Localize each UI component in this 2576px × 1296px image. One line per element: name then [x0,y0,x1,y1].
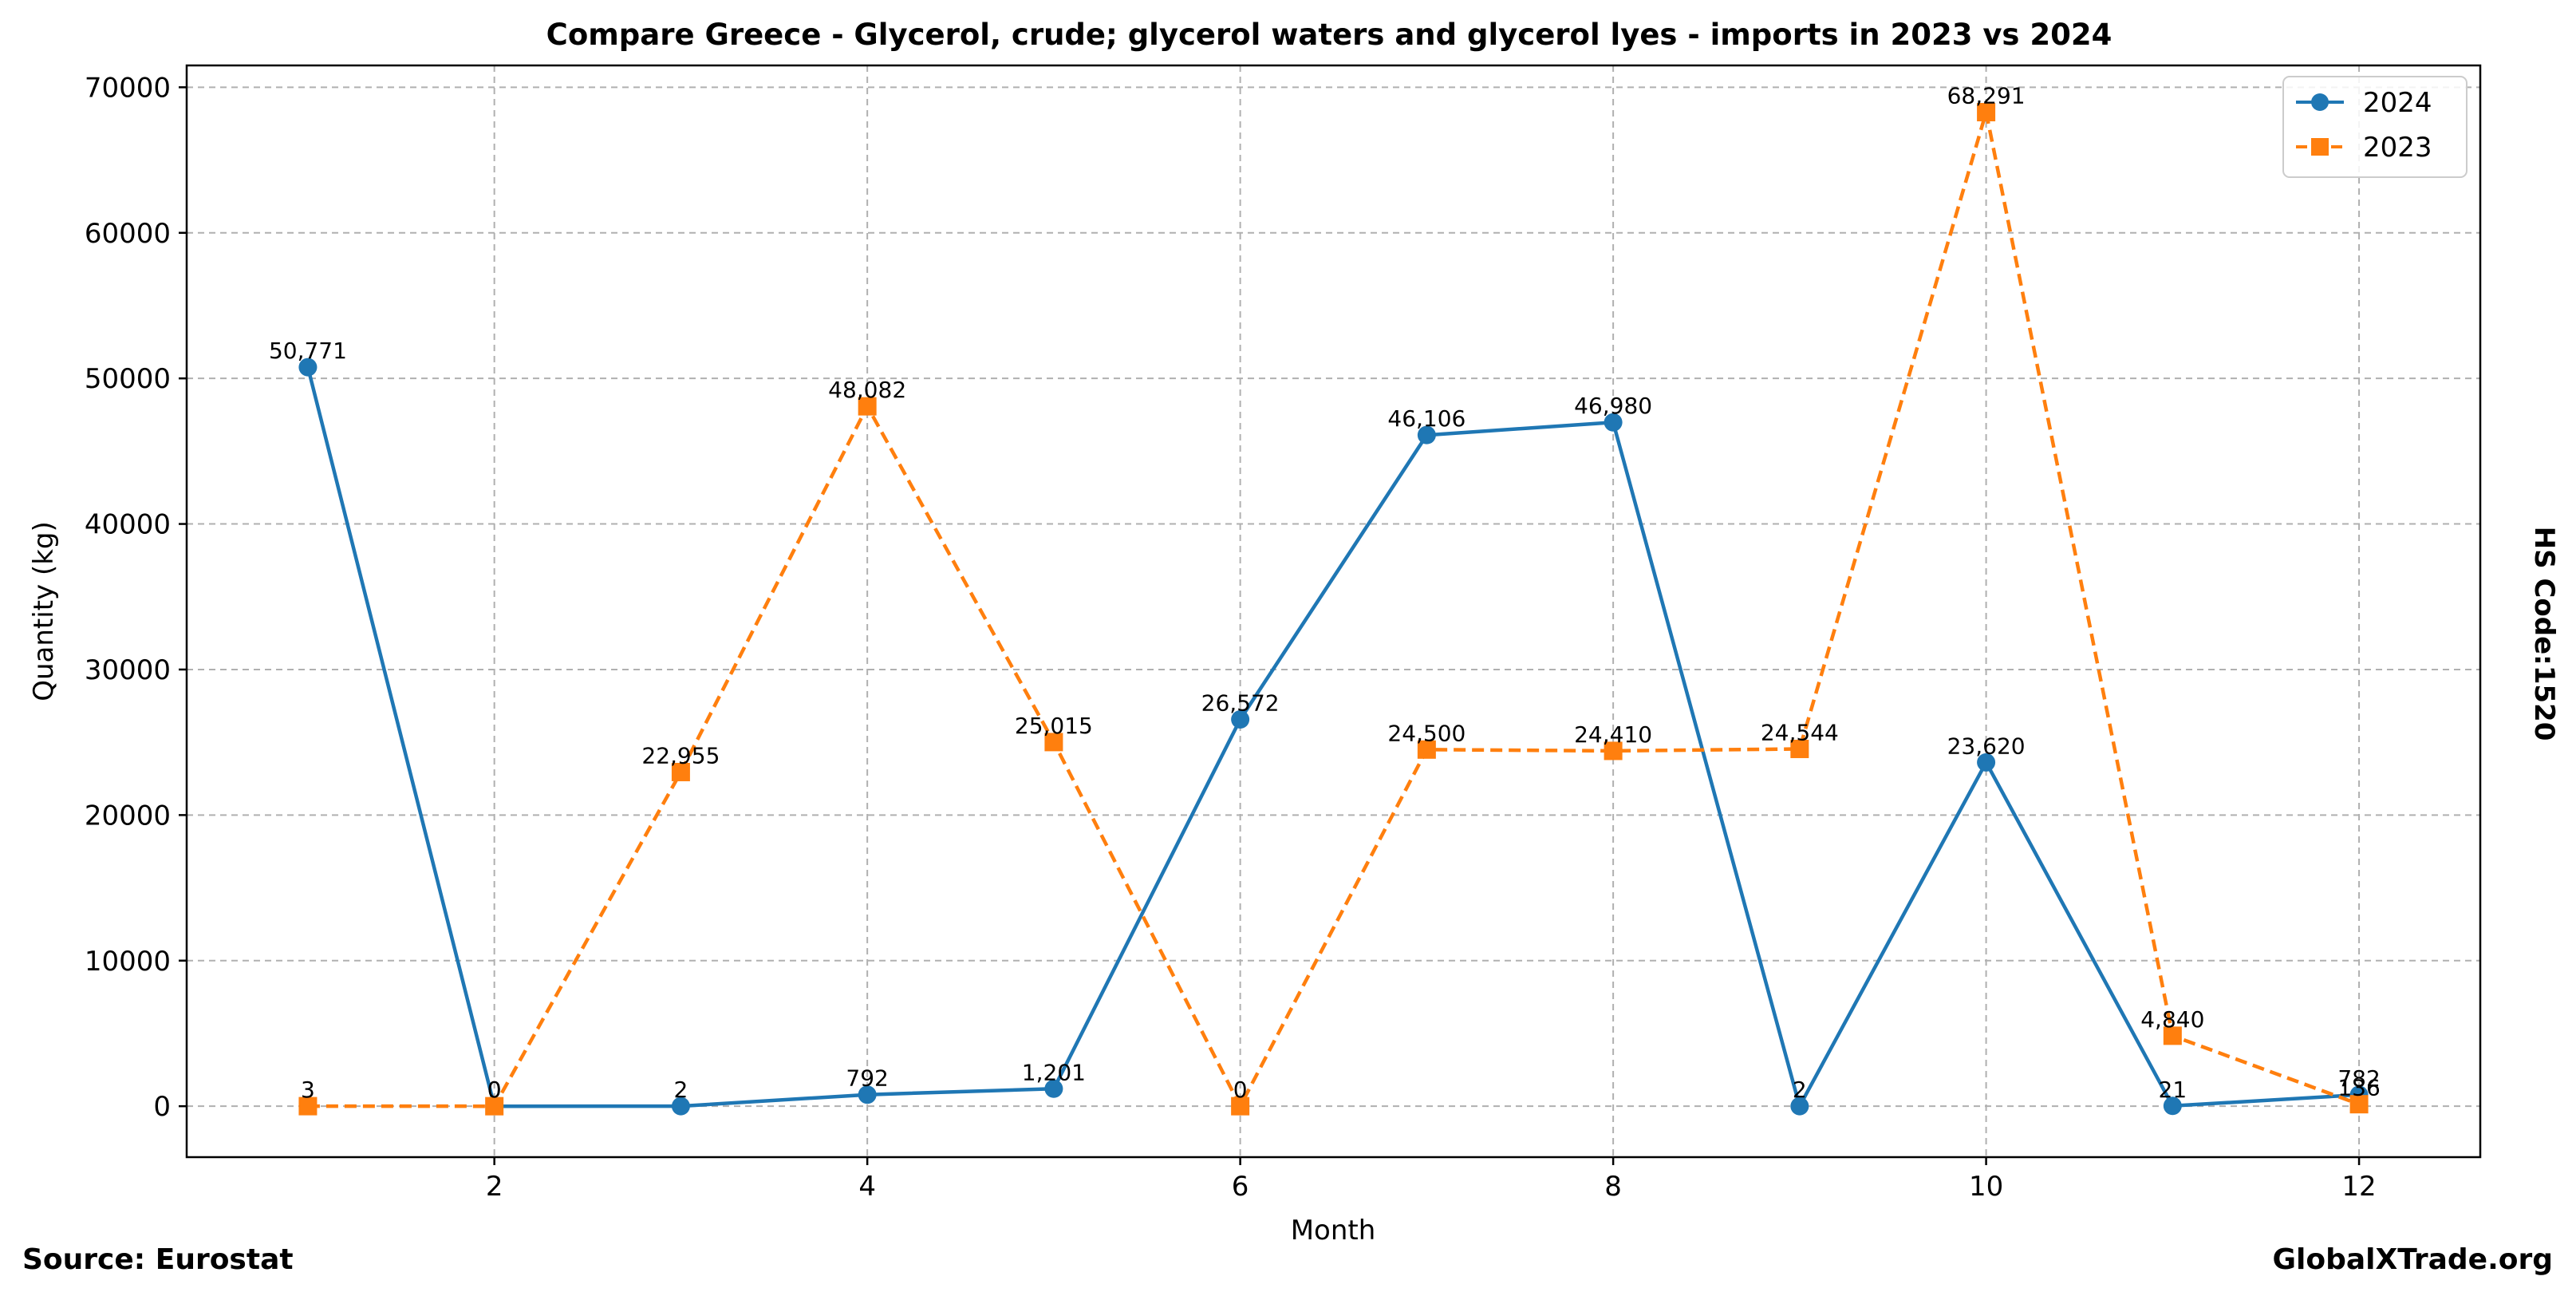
y-tick-label: 30000 [85,654,171,686]
legend-marker-2024 [2311,93,2329,111]
data-label-2024-m7: 46,106 [1387,405,1466,432]
point-2024-m10 [1977,753,1996,772]
data-label-2023-m10: 68,291 [1947,83,2026,109]
point-2023-m1 [298,1096,318,1116]
point-2023-m10 [1977,103,1996,122]
grid [187,65,2480,1157]
y-tick-label: 50000 [85,363,171,395]
point-2024-m8 [1604,413,1623,432]
data-label-2024-m8: 46,980 [1574,393,1652,419]
point-2023-m5 [1044,733,1063,752]
data-labels: 50,771 0 2 792 1,201 26,572 46,106 46,980 2 23,62… [269,83,2381,1104]
y-tick-label: 10000 [85,946,171,978]
data-label-2024-m10: 23,620 [1947,733,2026,759]
hs-code-label: HS Code:1520 [2528,527,2560,741]
data-label-2023-m6: 0 [1233,1077,1248,1103]
point-2024-m9 [1790,1096,1809,1116]
point-2023-m6 [1231,1096,1250,1116]
point-2023-m11 [2163,1026,2182,1045]
point-2023-m4 [858,397,877,416]
data-label-2023-m12: 136 [2337,1075,2380,1101]
data-label-2023-m8: 24,410 [1574,721,1652,748]
data-label-2023-m11: 4,840 [2140,1006,2204,1033]
source-label: Source: Eurostat [22,1243,294,1276]
point-2023-m3 [671,762,690,781]
point-2023-m2 [485,1096,504,1116]
x-tick-label: 4 [858,1171,876,1203]
x-tick-label: 10 [1969,1171,2003,1203]
x-tick-label: 12 [2341,1171,2376,1203]
legend: 2024 2023 [2282,76,2468,178]
data-label-2024-m2: 0 [487,1077,502,1103]
data-label-2024-m1: 50,771 [269,338,347,364]
point-2024-m1 [298,358,318,377]
brand-label: GlobalXTrade.org [2272,1243,2553,1276]
point-2024-m7 [1417,425,1436,445]
series-layer [298,103,2369,1116]
x-tick-label: 2 [486,1171,503,1203]
y-axis-label: Quantity (kg) [28,521,60,701]
y-tick-label: 20000 [85,800,171,832]
data-label-2023-m9: 24,544 [1761,719,1839,745]
point-2024-m11 [2163,1096,2182,1116]
chart-title: Compare Greece - Glycerol, crude; glycer… [546,18,2112,52]
point-2024-m3 [671,1096,690,1116]
series-line-2023 [307,110,2360,1108]
x-tick-label: 6 [1232,1171,1249,1203]
data-label-2023-m1: 3 [301,1077,315,1103]
y-tick-label: 40000 [85,509,171,541]
series-line-2024 [306,366,2360,1108]
data-label-2024-m12: 782 [2337,1065,2380,1092]
x-axis: 2 4 6 8 10 12 [486,1157,2377,1203]
plot-frame [185,64,2482,1159]
data-label-2023-m3: 22,955 [641,742,720,769]
data-label-2023-m5: 25,015 [1015,713,1093,739]
y-tick-label: 60000 [85,218,171,250]
data-label-2023-m7: 24,500 [1387,720,1466,746]
point-2023-m12 [2349,1095,2369,1114]
y-tick-label: 70000 [85,72,171,104]
point-2023-m9 [1790,739,1809,758]
data-label-2024-m6: 26,572 [1201,689,1280,716]
x-axis-label: Month [1291,1215,1376,1247]
point-2024-m6 [1231,709,1250,729]
data-label-2023-m4: 48,082 [828,377,906,403]
point-2024-m5 [1044,1079,1063,1098]
data-label-2024-m5: 1,201 [1022,1059,1086,1085]
data-label-2024-m9: 2 [1793,1077,1807,1103]
data-label-2024-m11: 21 [2159,1077,2187,1103]
legend-label-2023: 2023 [2363,132,2432,164]
legend-label-2024: 2024 [2363,87,2432,119]
y-tick-label: 0 [153,1091,171,1123]
point-2023-m8 [1604,741,1623,761]
y-axis: 0 10000 20000 30000 40000 50000 60000 70000 [85,72,187,1123]
legend-marker-2023 [2311,138,2329,156]
data-label-2024-m4: 792 [846,1065,888,1092]
data-label-2024-m3: 2 [673,1077,688,1103]
data-label-2023-m2: 0 [487,1077,502,1103]
point-2024-m4 [858,1085,877,1104]
point-2023-m7 [1417,740,1436,759]
x-tick-label: 8 [1604,1171,1622,1203]
